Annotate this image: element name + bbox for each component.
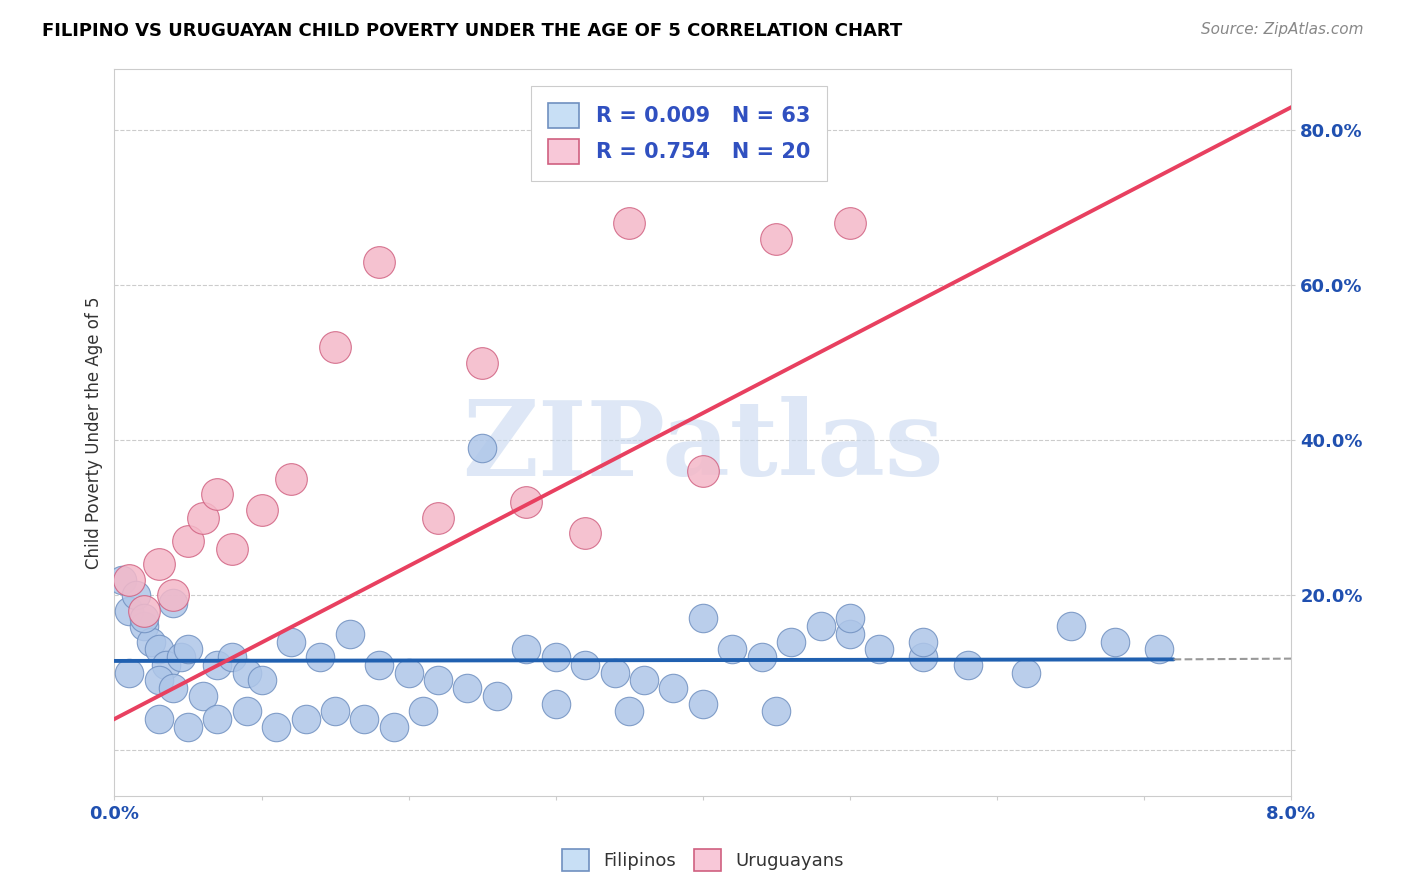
Point <box>148 673 170 688</box>
Point <box>207 487 229 501</box>
Point <box>309 650 332 665</box>
Point <box>692 464 714 478</box>
Point <box>471 441 494 455</box>
Point <box>838 611 860 625</box>
Point <box>692 697 714 711</box>
Point <box>1059 619 1081 633</box>
Point <box>125 588 148 602</box>
Point <box>619 704 641 718</box>
Point <box>868 642 890 657</box>
Point <box>250 503 273 517</box>
Point <box>838 216 860 230</box>
Point <box>662 681 685 695</box>
Point <box>221 541 243 556</box>
Point <box>162 596 184 610</box>
Point <box>339 627 361 641</box>
Point <box>221 650 243 665</box>
Point <box>323 704 346 718</box>
Point <box>368 657 391 672</box>
Point <box>132 619 155 633</box>
Point <box>132 604 155 618</box>
Point <box>118 604 141 618</box>
Y-axis label: Child Poverty Under the Age of 5: Child Poverty Under the Age of 5 <box>86 296 103 569</box>
Point <box>1015 665 1038 680</box>
Point <box>177 642 200 657</box>
Point <box>280 472 302 486</box>
Point <box>148 712 170 726</box>
Point <box>751 650 773 665</box>
Point <box>544 650 567 665</box>
Point <box>1147 642 1170 657</box>
Point <box>912 634 935 648</box>
Point <box>574 526 596 541</box>
Point <box>169 650 191 665</box>
Point <box>427 510 450 524</box>
Point <box>323 340 346 354</box>
Point <box>382 720 405 734</box>
Point <box>353 712 375 726</box>
Point <box>412 704 434 718</box>
Point <box>912 650 935 665</box>
Point <box>765 232 787 246</box>
Point <box>118 665 141 680</box>
Point <box>148 642 170 657</box>
Point <box>603 665 626 680</box>
Point <box>574 657 596 672</box>
Point <box>456 681 478 695</box>
Point <box>721 642 744 657</box>
Point <box>956 657 979 672</box>
Point <box>250 673 273 688</box>
Point <box>692 611 714 625</box>
Point <box>485 689 508 703</box>
Legend: Filipinos, Uruguayans: Filipinos, Uruguayans <box>554 842 852 879</box>
Point <box>838 627 860 641</box>
Point <box>427 673 450 688</box>
Point <box>207 657 229 672</box>
Point <box>191 689 214 703</box>
Point <box>236 665 259 680</box>
Text: ZIPatlas: ZIPatlas <box>463 396 943 498</box>
Point <box>155 657 177 672</box>
Point <box>191 510 214 524</box>
Point <box>1104 634 1126 648</box>
Point <box>471 356 494 370</box>
Point <box>132 611 155 625</box>
Point <box>294 712 316 726</box>
Point <box>236 704 259 718</box>
Point <box>177 720 200 734</box>
Point <box>544 697 567 711</box>
Point <box>780 634 803 648</box>
Point <box>515 642 537 657</box>
Point <box>118 573 141 587</box>
Point <box>162 588 184 602</box>
Point <box>207 712 229 726</box>
Point <box>810 619 832 633</box>
Point <box>398 665 420 680</box>
Text: Source: ZipAtlas.com: Source: ZipAtlas.com <box>1201 22 1364 37</box>
Text: FILIPINO VS URUGUAYAN CHILD POVERTY UNDER THE AGE OF 5 CORRELATION CHART: FILIPINO VS URUGUAYAN CHILD POVERTY UNDE… <box>42 22 903 40</box>
Legend: R = 0.009   N = 63, R = 0.754   N = 20: R = 0.009 N = 63, R = 0.754 N = 20 <box>531 87 827 181</box>
Point <box>619 216 641 230</box>
Point <box>148 557 170 571</box>
Point <box>264 720 287 734</box>
Point <box>368 255 391 269</box>
Point <box>280 634 302 648</box>
Point <box>515 495 537 509</box>
Point <box>141 634 163 648</box>
Point <box>177 533 200 548</box>
Point <box>765 704 787 718</box>
Point <box>111 573 134 587</box>
Point <box>633 673 655 688</box>
Point <box>162 681 184 695</box>
